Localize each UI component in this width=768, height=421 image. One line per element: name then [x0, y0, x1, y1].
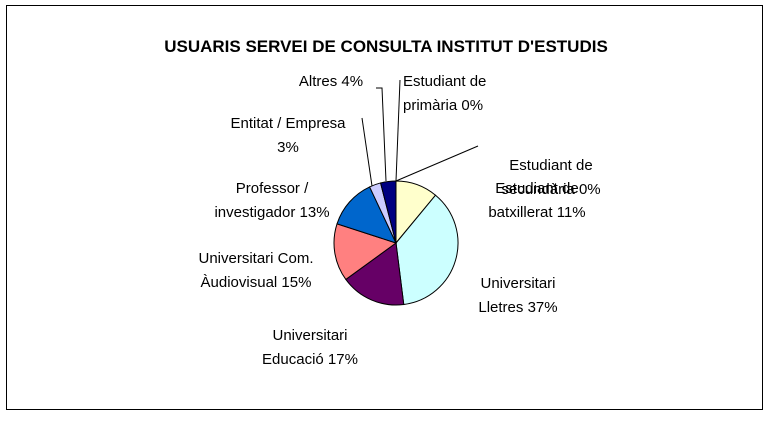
category-name: Universitari — [480, 275, 555, 292]
category-name: Educació — [262, 351, 328, 368]
slice-label: Estudiant de primària 0% — [403, 73, 486, 114]
category-name: Lletres — [478, 299, 527, 316]
value-label: 11% — [557, 204, 586, 221]
category-name: Universitari — [272, 327, 347, 344]
leader-line — [395, 145, 479, 182]
slice-label: Entitat / Empresa 3% — [230, 115, 346, 156]
leader-line — [376, 87, 387, 182]
category-name: investigador — [214, 204, 299, 221]
value-label: 3% — [277, 139, 299, 156]
category-name: Estudiant de — [495, 180, 578, 197]
pie-slice — [379, 180, 397, 244]
category-name: secundària — [501, 181, 579, 198]
value-label: 15% — [281, 274, 311, 291]
slice-label: Professor / investigador 13% — [214, 180, 329, 221]
pie-slice — [395, 194, 459, 306]
category-name: Àudiovisual — [201, 274, 282, 291]
slice-label: Estudiant de secundària 0% — [501, 157, 600, 198]
value-label: 17% — [328, 351, 358, 368]
category-name: Universitari Com. — [198, 250, 313, 267]
pie-slice — [333, 223, 398, 281]
category-name: batxillerat — [488, 204, 556, 221]
leader-line — [361, 117, 373, 187]
value-label: 37% — [528, 299, 558, 316]
category-name: Estudiant de — [509, 157, 592, 174]
pie-slice — [345, 242, 405, 306]
value-label: 4% — [341, 73, 363, 90]
category-name: Altres — [299, 73, 337, 90]
value-label: 0% — [461, 97, 483, 114]
value-label: 0% — [579, 181, 601, 198]
leader-line — [395, 79, 401, 182]
slice-label: Estudiant de batxillerat 11% — [488, 180, 585, 221]
slice-label: Universitari Com. Àudiovisual 15% — [198, 250, 313, 291]
slice-label: Universitari Educació 17% — [262, 327, 358, 368]
slice-label: Universitari Lletres 37% — [478, 275, 557, 316]
slice-label: Altres 4% — [299, 73, 363, 90]
category-name: Professor / — [236, 180, 309, 197]
category-name: Estudiant de — [403, 73, 486, 90]
value-label: 13% — [300, 204, 330, 221]
category-name: primària — [403, 97, 461, 114]
category-name: Entitat / Empresa — [230, 115, 346, 132]
chart-title: USUARIS SERVEI DE CONSULTA INSTITUT D'ES… — [164, 37, 608, 56]
